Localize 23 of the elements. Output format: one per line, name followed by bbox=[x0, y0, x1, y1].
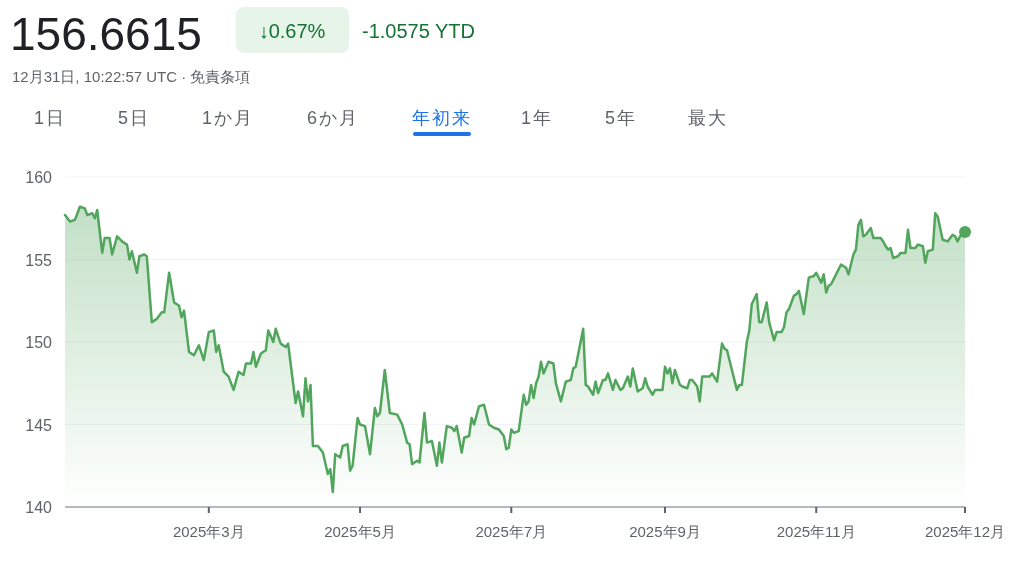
text: 1か月 bbox=[201, 108, 255, 128]
x-tick-label: 2025年5月 bbox=[324, 523, 396, 540]
x-tick-label: 2025年11月 bbox=[776, 523, 856, 540]
text: 年初来 bbox=[412, 108, 472, 128]
text: 5年 bbox=[604, 108, 638, 128]
text: ↓0.67% bbox=[258, 20, 326, 42]
text: 5日 bbox=[117, 108, 151, 128]
y-tick-label: 140 bbox=[25, 499, 53, 516]
y-tick-label: 160 bbox=[25, 169, 53, 186]
text: 1年 bbox=[520, 108, 554, 128]
text: 最大 bbox=[688, 108, 728, 128]
y-tick-label: 145 bbox=[25, 416, 53, 434]
text: 1日 bbox=[33, 108, 67, 128]
x-tick-label: 2025年9月 bbox=[629, 523, 701, 540]
text: 12月31日, 10:22:57 UTC · 免責条項 bbox=[12, 68, 251, 85]
y-tick-label: 150 bbox=[25, 334, 53, 351]
text: 6か月 bbox=[306, 108, 360, 128]
text: -1.0575 YTD bbox=[362, 20, 476, 42]
y-tick-label: 155 bbox=[25, 251, 53, 269]
chart-title: 156.6615 bbox=[10, 8, 202, 60]
x-tick-label: 2025年12月 bbox=[924, 523, 1006, 540]
x-tick-label: 2025年3月 bbox=[172, 523, 245, 540]
x-tick-label: 2025年7月 bbox=[475, 523, 548, 540]
